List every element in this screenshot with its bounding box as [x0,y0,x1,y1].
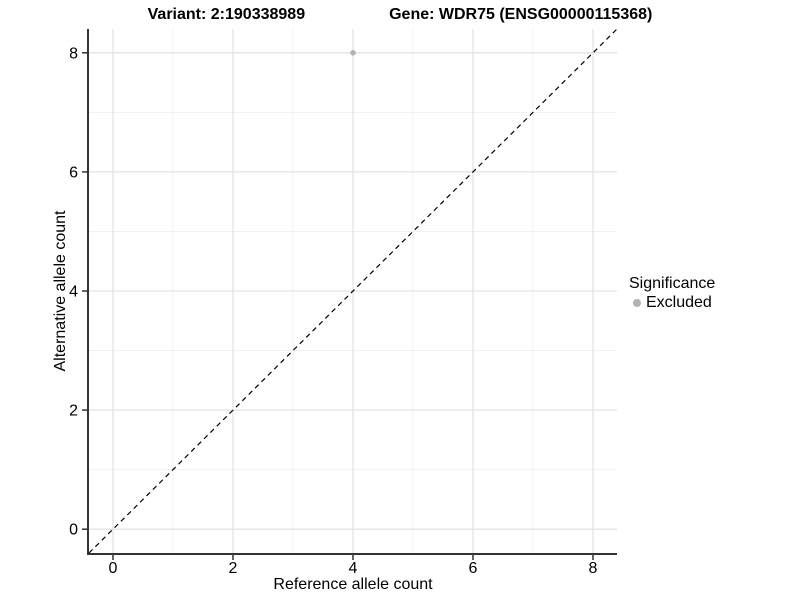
x-tick-label: 4 [349,560,358,577]
plot-title-row: Variant: 2:190338989 Gene: WDR75 (ENSG00… [0,5,800,25]
x-tick-label: 0 [109,560,118,577]
y-tick-label: 0 [69,522,78,539]
x-tick-label: 2 [229,560,238,577]
excluded-marker-icon [633,298,641,307]
legend: Significance Excluded [629,275,715,311]
y-tick-label: 2 [69,403,78,420]
y-tick-label: 6 [69,164,78,181]
data-point [350,50,356,56]
y-axis-title: Alternative allele count [52,210,69,372]
x-axis-title: Reference allele count [273,576,433,593]
identity-line [88,28,618,554]
legend-title: Significance [629,275,716,292]
variant-title: Variant: 2:190338989 [147,6,306,23]
gene-title: Gene: WDR75 (ENSG00000115368) [389,6,653,23]
legend-item-label: Excluded [646,294,712,311]
y-tick-label: 4 [69,284,78,301]
x-tick-label: 8 [589,560,598,577]
legend-item-excluded: Excluded [629,294,715,311]
x-tick-label: 6 [469,560,478,577]
y-tick-label: 8 [69,45,78,62]
